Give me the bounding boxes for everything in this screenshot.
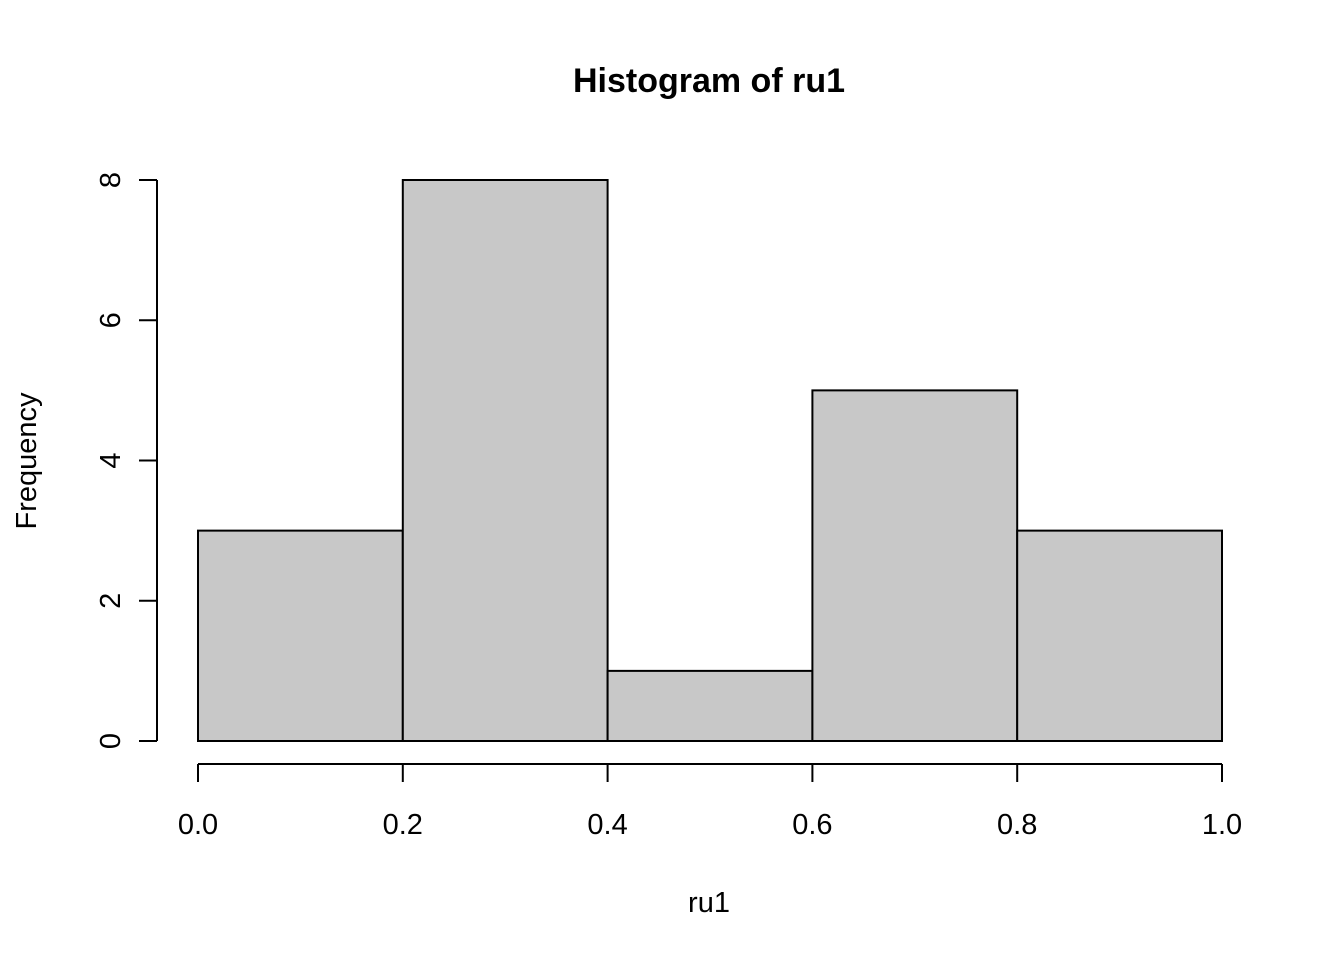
y-tick-label: 6 [95,312,127,328]
x-axis: 0.0 0.2 0.4 0.6 0.8 1.0 [178,763,1242,841]
x-tick-label: 0.4 [587,809,627,841]
histogram-bar-2 [401,179,609,742]
x-tick-label: 0.6 [792,809,832,841]
chart-title: Histogram of ru1 [573,62,845,100]
x-tick-label: 0.2 [383,809,423,841]
y-tick-label: 4 [95,452,127,468]
bars-group [197,179,1224,742]
y-tick-label: 0 [95,733,127,749]
y-tick-label: 2 [95,593,127,609]
y-axis: 0 2 4 6 8 [95,172,158,749]
y-tick-label: 8 [95,172,127,188]
x-axis-label: ru1 [688,887,730,919]
histogram-bar-5 [1016,529,1224,742]
x-tick-label: 1.0 [1202,809,1242,841]
histogram-bar-1 [197,529,404,742]
histogram-bar-4 [811,389,1019,742]
histogram-bar-3 [606,669,814,742]
x-tick-label: 0.0 [178,809,218,841]
y-axis-label: Frequency [11,392,43,530]
x-tick-label: 0.8 [997,809,1037,841]
